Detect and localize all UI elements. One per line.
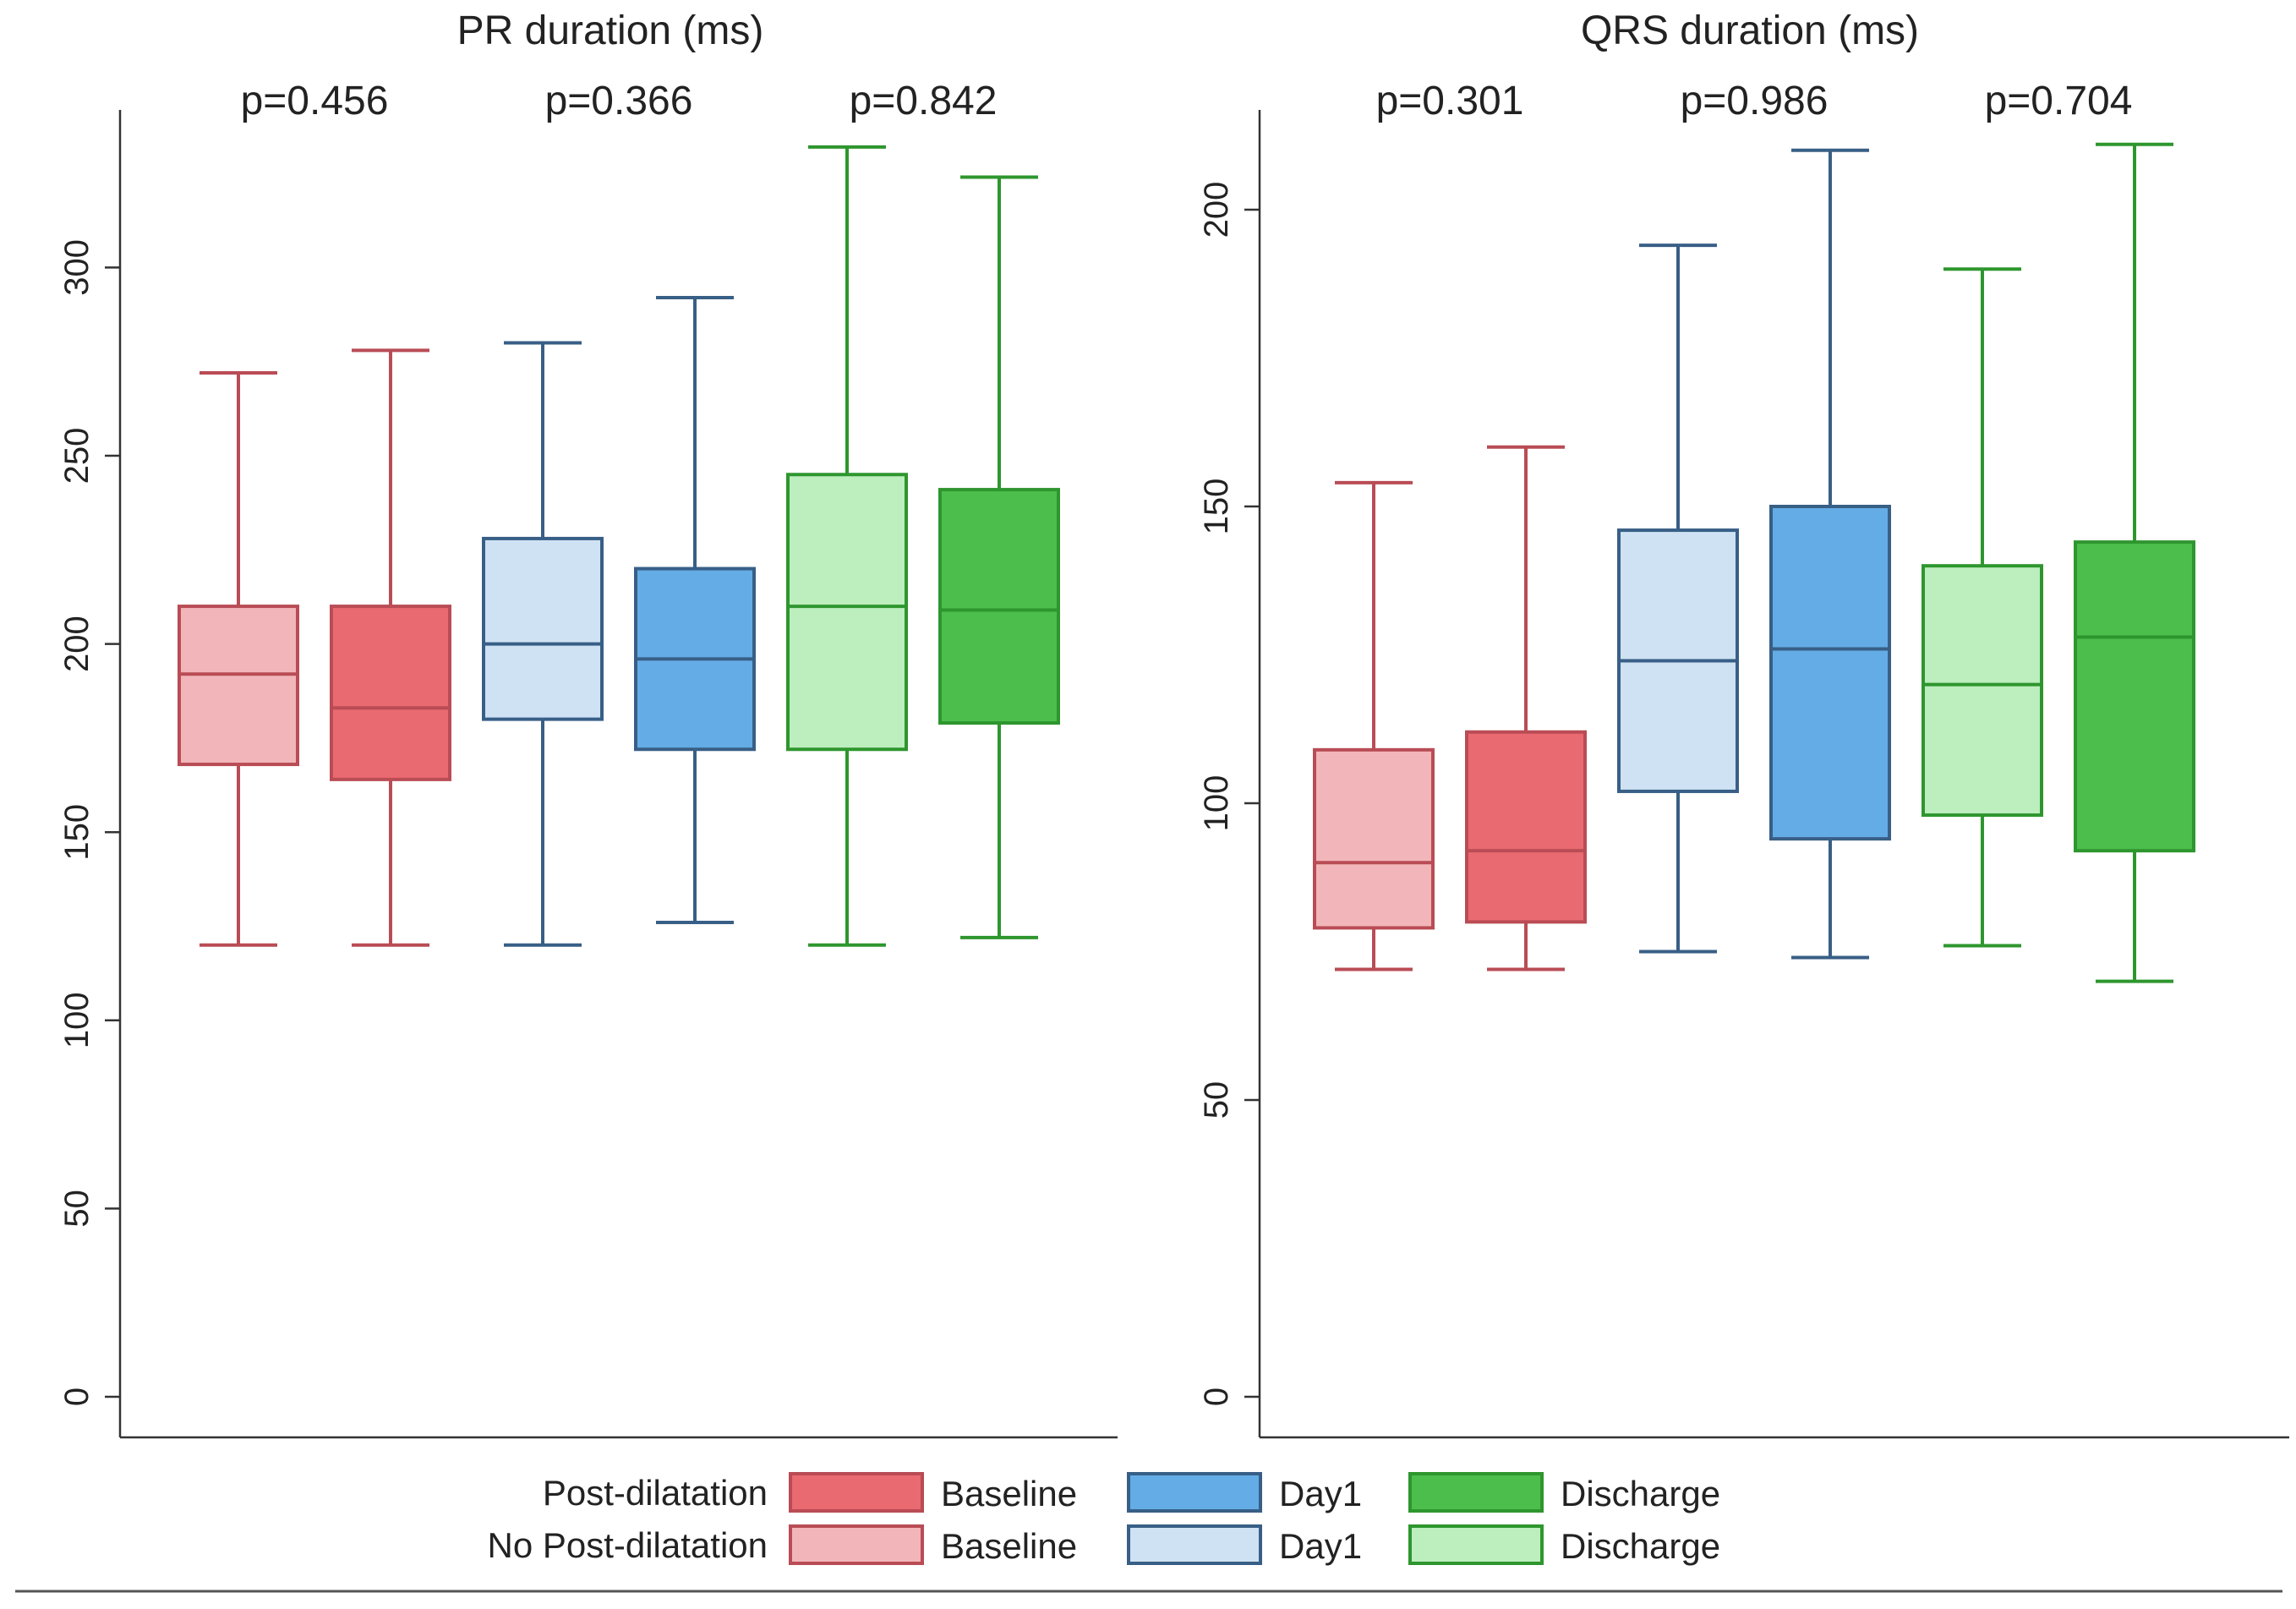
box-discharge-post-dilatation	[2074, 142, 2195, 983]
legend-item-label: Day1	[1279, 1526, 1362, 1566]
y-tick-label: 150	[58, 804, 96, 861]
y-tick-label: 0	[58, 1387, 96, 1406]
p-value-label: p=0.366	[545, 79, 693, 123]
box-baseline-no-post-dilatation	[178, 371, 299, 947]
y-tick-label: 150	[1198, 479, 1235, 535]
panel-qrs-duration-ms: QRS duration (ms) 0 50 100 150 200 p=0.301 p=0.…	[1198, 8, 2289, 1439]
iqr-box	[178, 605, 299, 767]
y-tick-label: 300	[58, 239, 96, 296]
p-value-label: p=0.986	[1681, 79, 1829, 123]
box-day1-post-dilatation	[634, 296, 756, 925]
p-value-label: p=0.842	[850, 79, 998, 123]
box-baseline-post-dilatation	[1465, 445, 1587, 971]
legend-swatch-discharge-post	[1408, 1472, 1544, 1513]
y-tick-label: 50	[58, 1190, 96, 1228]
box-day1-no-post-dilatation	[1617, 244, 1739, 954]
box-day1-post-dilatation	[1769, 148, 1891, 960]
y-tick-label: 50	[1198, 1081, 1235, 1119]
box-discharge-no-post-dilatation	[786, 145, 908, 947]
legend-item-label: Discharge	[1561, 1474, 1720, 1513]
box-day1-no-post-dilatation	[482, 341, 604, 947]
iqr-box	[1465, 730, 1587, 924]
iqr-box	[786, 473, 908, 752]
legend-item-label: Baseline	[941, 1526, 1077, 1566]
legend-swatch-baseline-post	[789, 1472, 924, 1513]
y-tick-label: 100	[1198, 775, 1235, 832]
box-baseline-no-post-dilatation	[1313, 480, 1435, 971]
iqr-box	[938, 488, 1060, 725]
iqr-box	[330, 605, 451, 781]
panel-pr-duration-ms: PR duration (ms) 0 50 100 150 200 250 300 p=0.45…	[58, 8, 1118, 1439]
chart-panels: PR duration (ms) 0 50 100 150 200 250 300 p=0.45…	[58, 8, 2289, 1439]
iqr-box	[482, 536, 604, 721]
iqr-box	[1769, 505, 1891, 841]
legend-row-label: Post-dilatation	[543, 1473, 768, 1513]
p-value-label: p=0.456	[241, 79, 389, 123]
legend-item-label: Day1	[1279, 1474, 1362, 1513]
box-discharge-no-post-dilatation	[1922, 267, 2043, 948]
p-value-label: p=0.704	[1985, 79, 2133, 123]
y-tick-label: 200	[58, 616, 96, 672]
legend: Post-dilatation Baseline Day1 Discharge No P…	[487, 1472, 1720, 1566]
box-discharge-post-dilatation	[938, 175, 1060, 939]
p-value-label: p=0.301	[1376, 79, 1524, 123]
y-tick-label: 0	[1198, 1387, 1235, 1406]
y-tick-label: 200	[1198, 182, 1235, 238]
legend-swatch-day1-post	[1127, 1472, 1262, 1513]
iqr-box	[2074, 540, 2195, 853]
legend-swatch-baseline-nopost	[789, 1524, 924, 1565]
legend-swatch-discharge-nopost	[1408, 1524, 1544, 1565]
y-tick-label: 100	[58, 992, 96, 1048]
legend-item-label: Discharge	[1561, 1526, 1720, 1566]
box-baseline-post-dilatation	[330, 348, 451, 947]
iqr-box	[1922, 564, 2043, 818]
chart-title: QRS duration (ms)	[1581, 8, 1919, 53]
chart-title: PR duration (ms)	[457, 8, 764, 53]
legend-item-label: Baseline	[941, 1474, 1077, 1513]
legend-row-label: No Post-dilatation	[487, 1525, 768, 1565]
iqr-box	[1313, 747, 1435, 930]
y-tick-label: 250	[58, 428, 96, 484]
legend-swatch-day1-nopost	[1127, 1524, 1262, 1565]
